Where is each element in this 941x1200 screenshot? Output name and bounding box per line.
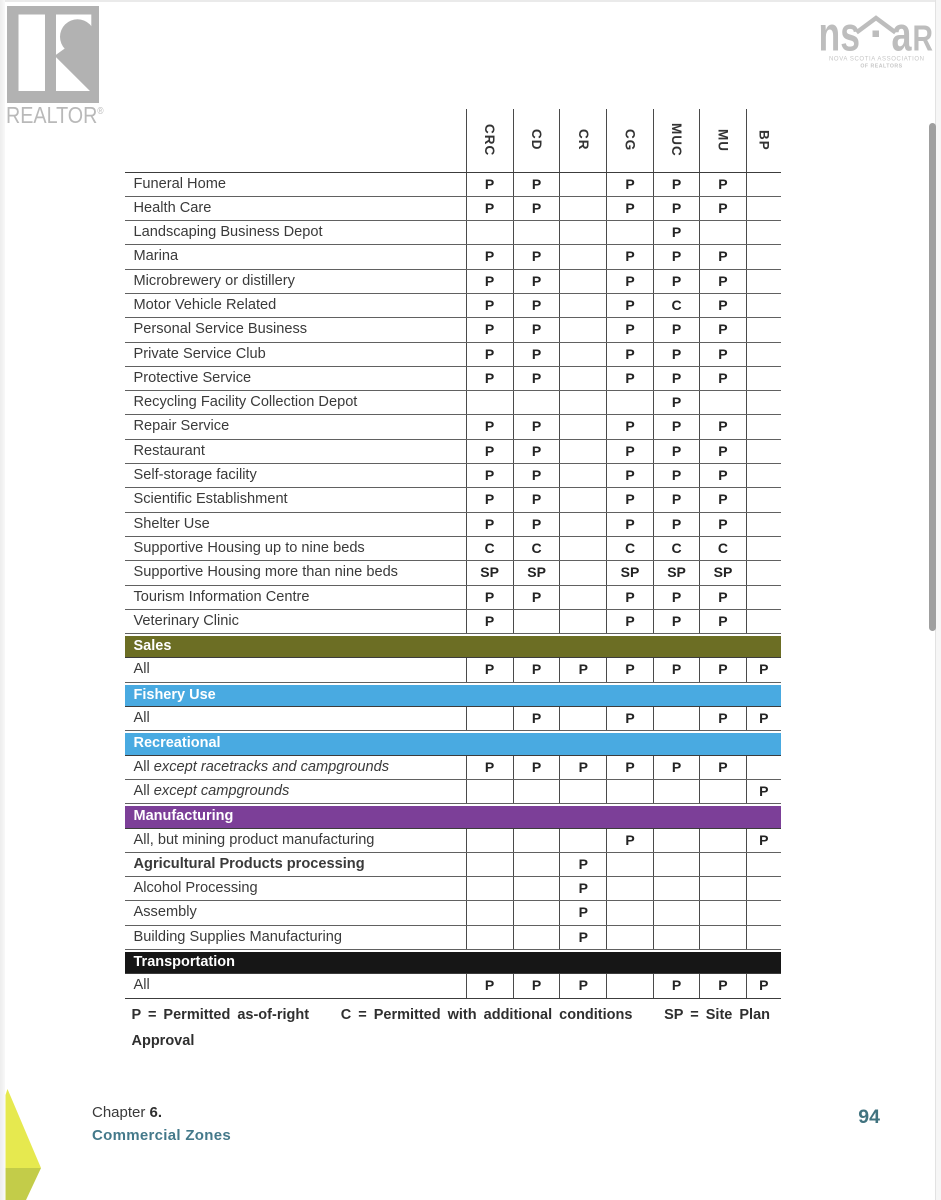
svg-text:NOVA SCOTIA ASSOCIATION: NOVA SCOTIA ASSOCIATION xyxy=(829,57,925,63)
svg-text:R: R xyxy=(913,18,934,59)
svg-text:ns: ns xyxy=(819,14,861,62)
svg-text:a: a xyxy=(892,14,912,62)
svg-text:OF REALTORS: OF REALTORS xyxy=(860,64,902,70)
